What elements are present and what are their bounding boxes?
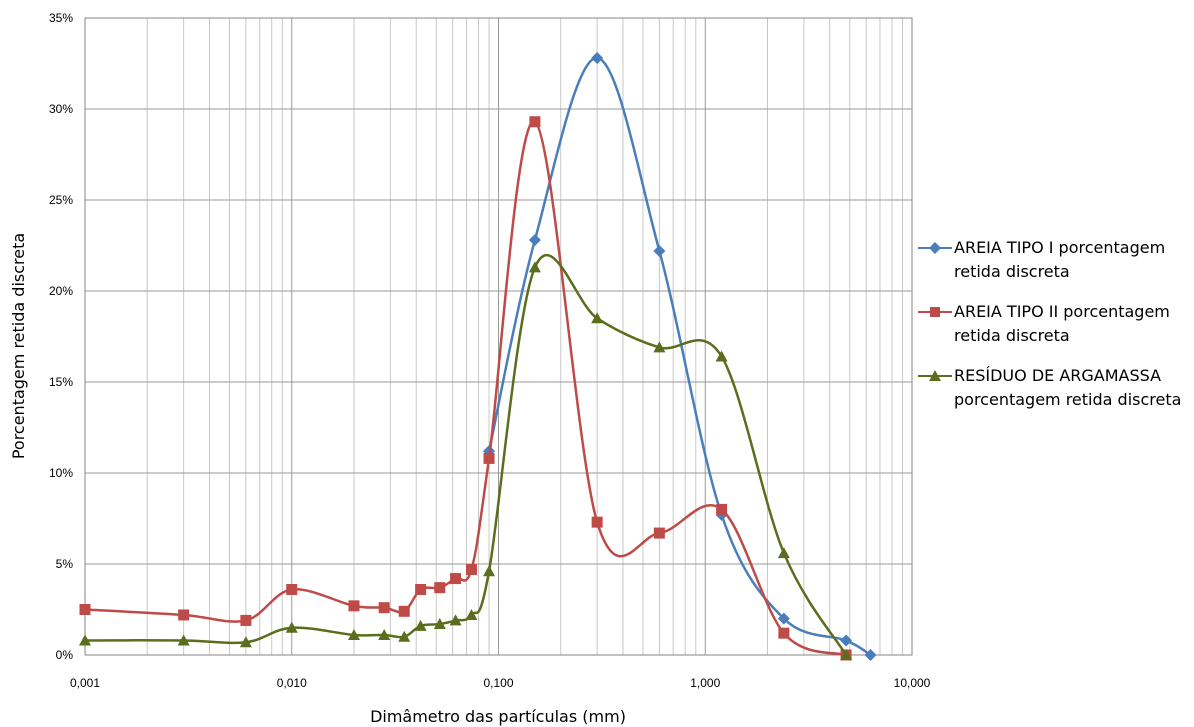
y-tick-label: 30%	[49, 102, 73, 116]
data-point-triangle	[449, 614, 462, 626]
data-point-square	[79, 604, 91, 615]
data-point-triangle	[414, 619, 427, 631]
chart-tick-labels: 0,001 0,010 0,100 1,000 10,000 0% 5% 10% 15% 20% 2…	[49, 11, 931, 690]
x-tick-label: 0,001	[70, 676, 100, 690]
legend-item-residuo-argamassa: RESÍDUO DE ARGAMASSA porcentagem retida …	[918, 364, 1188, 412]
series-line-1	[487, 56, 872, 657]
data-point-triangle	[840, 649, 853, 660]
x-tick-label: 1,000	[690, 676, 720, 690]
y-axis-title: Porcentagem retida discreta	[9, 233, 28, 459]
data-point-square	[465, 563, 477, 575]
data-point-triangle	[591, 312, 604, 324]
data-point-triangle	[465, 608, 478, 620]
data-point-diamond	[864, 649, 877, 661]
plot-area	[84, 17, 913, 656]
data-point-square	[178, 609, 190, 621]
legend-item-areia-tipo-ii: AREIA TIPO II porcentagem retida discret…	[918, 300, 1188, 348]
legend-swatch-triangle-icon	[918, 370, 952, 381]
data-point-square	[286, 583, 298, 595]
legend-swatch-square-icon	[918, 307, 952, 317]
chart-gridlines	[84, 17, 912, 656]
data-point-diamond	[653, 244, 666, 257]
y-tick-label: 35%	[49, 11, 73, 25]
data-point-diamond	[777, 612, 790, 625]
data-point-square	[529, 116, 541, 128]
data-point-triangle	[777, 547, 790, 559]
data-point-square	[591, 516, 603, 528]
data-point-square	[240, 614, 252, 626]
data-point-triangle	[528, 261, 541, 273]
data-point-triangle	[378, 628, 391, 640]
data-point-diamond	[840, 634, 853, 647]
series-line-2	[84, 120, 847, 657]
data-point-square	[716, 503, 728, 515]
y-tick-label: 25%	[49, 193, 73, 207]
x-axis-title: Dimâmetro das partículas (mm)	[370, 707, 626, 726]
data-point-diamond	[591, 52, 604, 65]
data-point-square	[450, 573, 462, 585]
y-tick-label: 0%	[56, 648, 74, 662]
data-point-triangle	[398, 630, 411, 642]
legend-label: RESÍDUO DE ARGAMASSA porcentagem retida …	[954, 366, 1182, 409]
y-tick-label: 5%	[56, 557, 74, 571]
data-point-square	[653, 527, 665, 539]
data-point-square	[398, 605, 410, 617]
y-tick-label: 20%	[49, 284, 73, 298]
x-tick-label: 10,000	[894, 676, 931, 690]
data-point-triangle	[239, 636, 252, 648]
data-point-triangle	[347, 628, 360, 640]
data-point-triangle	[433, 618, 446, 630]
data-point-triangle	[715, 350, 728, 362]
data-point-square	[348, 600, 360, 612]
chart-legend: AREIA TIPO I porcentagem retida discreta…	[918, 236, 1188, 428]
data-point-square	[378, 602, 390, 614]
x-tick-label: 0,100	[483, 676, 513, 690]
legend-item-areia-tipo-i: AREIA TIPO I porcentagem retida discreta	[918, 236, 1188, 284]
x-tick-label: 0,010	[277, 676, 307, 690]
y-tick-label: 10%	[49, 466, 73, 480]
series-line-3	[84, 254, 848, 656]
data-point-diamond	[528, 234, 541, 247]
chart-series	[79, 52, 877, 661]
data-point-square	[415, 583, 427, 595]
data-point-triangle	[285, 621, 298, 633]
data-point-triangle	[483, 565, 496, 577]
data-point-square	[483, 452, 495, 464]
data-point-square	[434, 582, 446, 594]
data-point-triangle	[79, 634, 91, 646]
legend-label: AREIA TIPO II porcentagem retida discret…	[954, 302, 1170, 345]
y-tick-label: 15%	[49, 375, 73, 389]
data-point-triangle	[177, 634, 190, 646]
data-point-triangle	[653, 341, 666, 353]
legend-label: AREIA TIPO I porcentagem retida discreta	[954, 238, 1166, 281]
data-point-square	[778, 627, 790, 639]
legend-swatch-diamond-icon	[918, 242, 952, 254]
